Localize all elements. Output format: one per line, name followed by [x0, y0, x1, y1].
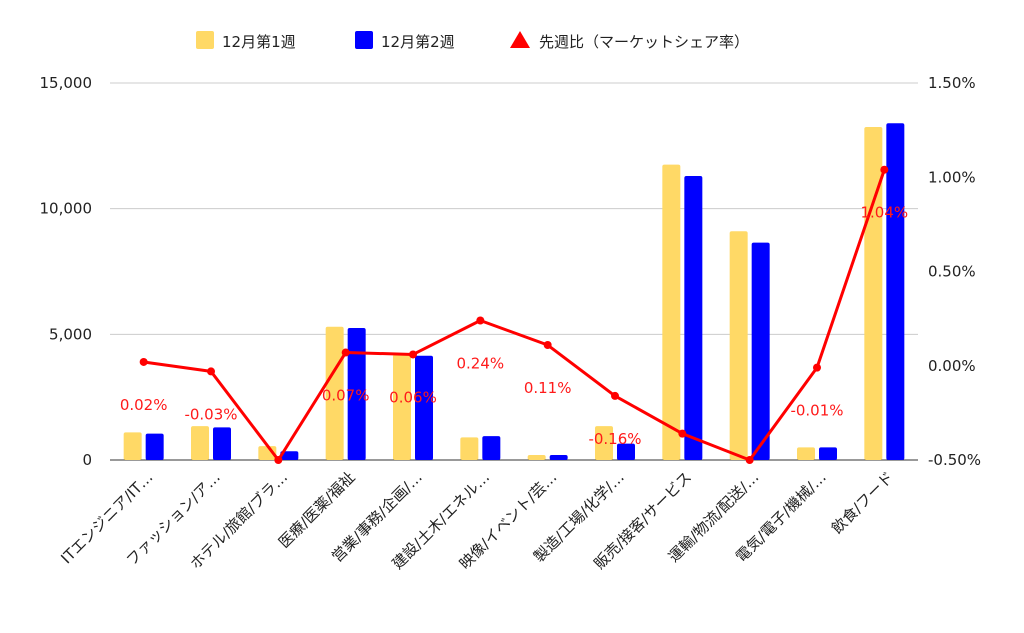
bar-series-1 [527, 454, 546, 460]
right-tick-label: 1.00% [928, 168, 976, 186]
bar-series-2 [415, 355, 433, 460]
share-data-label: 0.24% [457, 355, 505, 373]
bar-series-1 [595, 426, 613, 460]
share-point [880, 165, 889, 174]
share-point [611, 391, 619, 400]
bar-series-2 [617, 443, 635, 460]
legend-label-share: 先週比（マーケットシェア率） [539, 33, 749, 51]
share-data-label: -0.01% [790, 402, 843, 420]
share-data-label: 1.04% [861, 204, 909, 222]
left-tick-label: 0 [82, 451, 92, 469]
share-data-label: 0.06% [389, 388, 437, 406]
share-point [207, 367, 215, 376]
share-data-label: 0.02% [120, 396, 168, 414]
right-tick-label: 1.50% [928, 74, 976, 92]
category-axis: ITエンジニア/IT…ファッション/ア…ホテル/旅館/ブラ…医療/医薬/福祉営業… [57, 468, 897, 573]
bar-series-2 [684, 175, 703, 460]
share-point [745, 456, 754, 464]
left-axis: 0 5,000 10,000 15,000 [40, 74, 93, 469]
legend-swatch-week1 [196, 31, 214, 49]
right-tick-label: 0.50% [928, 263, 976, 281]
bar-series-2 [482, 436, 501, 460]
share-point [813, 363, 821, 372]
legend-marker-share [510, 31, 530, 48]
bar-series-1 [123, 432, 142, 460]
legend-label-week1: 12月第1週 [222, 33, 296, 51]
category-label: 飲食/フード [828, 468, 897, 537]
share-point [543, 341, 552, 350]
left-tick-label: 10,000 [40, 200, 93, 218]
bar-series-2 [819, 447, 837, 460]
bar-series-2 [751, 242, 770, 460]
bar-series-2 [549, 454, 568, 460]
bar-series-2 [886, 123, 905, 461]
legend-label-week2: 12月第2週 [381, 33, 455, 51]
bar-series-1 [864, 126, 883, 460]
bar-series-2 [213, 427, 231, 460]
share-point [139, 357, 148, 366]
left-tick-label: 15,000 [40, 74, 93, 92]
share-point [341, 348, 350, 357]
gridlines [110, 82, 918, 461]
share-line-path [143, 169, 886, 462]
bar-series-1 [325, 326, 344, 460]
bar-series-2 [347, 328, 366, 460]
left-tick-label: 5,000 [49, 325, 92, 343]
legend: 12月第1週 12月第2週 先週比（マーケットシェア率） [196, 31, 749, 51]
share-data-label: -0.03% [184, 405, 237, 423]
share-line [139, 165, 889, 464]
legend-swatch-week2 [355, 31, 373, 49]
bar-series-2 [145, 433, 164, 460]
right-axis: -0.50% 0.00% 0.50% 1.00% 1.50% [928, 74, 981, 469]
bar-series-1 [393, 354, 411, 460]
bar-series-1 [729, 231, 748, 460]
right-tick-label: 0.00% [928, 357, 976, 375]
bar-series-2 [280, 451, 299, 460]
bar-series-1 [460, 437, 479, 460]
bar-series-1 [797, 447, 815, 460]
share-data-label: 0.07% [322, 387, 370, 405]
share-data-label: 0.11% [524, 379, 572, 397]
bar-series-1 [662, 164, 681, 460]
share-point [476, 316, 485, 325]
share-point [274, 456, 283, 464]
share-data-label: -0.16% [588, 430, 641, 448]
data-labels: 0.02% -0.03% 0.07% 0.06% 0.24% 0.11% -0.16% -0.… [120, 204, 908, 448]
bars [123, 123, 905, 461]
share-point [678, 429, 687, 438]
share-point [409, 350, 417, 359]
bar-series-1 [191, 426, 209, 460]
right-tick-label: -0.50% [928, 451, 981, 469]
